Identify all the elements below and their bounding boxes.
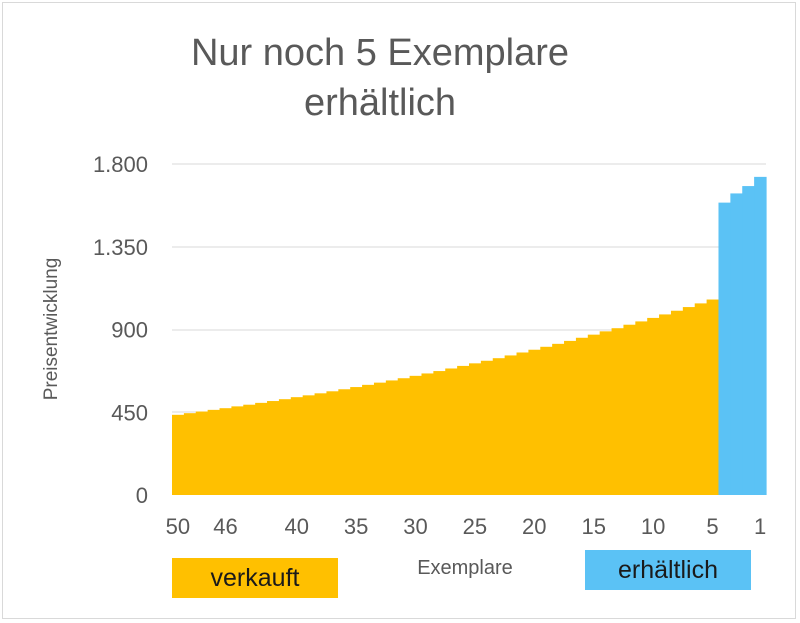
bar-verkauft-24 (480, 360, 494, 495)
bar-verkauft-30 (409, 375, 423, 495)
bar-verkauft-10 (647, 317, 660, 495)
bar-verkauft-49 (183, 413, 197, 495)
y-tick-label: 1.350 (93, 235, 148, 260)
legend-erhaeltlich-label: erhältlich (617, 555, 719, 584)
bar-verkauft-42 (267, 401, 280, 495)
legend-verkauft-label: verkauft (210, 563, 300, 592)
bar-verkauft-44 (243, 404, 256, 495)
bar-verkauft-50 (172, 414, 185, 495)
bar-verkauft-9 (659, 314, 672, 495)
bar-verkauft-34 (362, 384, 375, 495)
bar-verkauft-45 (231, 406, 244, 495)
x-tick-labels: 50 46 40 35 30 25 20 15 10 5 1 (166, 514, 767, 539)
bar-verkauft-18 (552, 343, 565, 495)
bar-verkauft-23 (492, 358, 506, 495)
x-tick-label: 50 (166, 514, 190, 539)
bar-verkauft-11 (635, 321, 648, 495)
bar-verkauft-22 (504, 355, 518, 495)
bar-verkauft-31 (397, 378, 411, 495)
bar-verkauft-7 (682, 307, 696, 495)
bar-verkauft-6 (694, 303, 708, 495)
bar-erhaeltlich-3 (730, 193, 743, 496)
bar-group (172, 176, 767, 496)
y-tick-label: 450 (111, 400, 148, 425)
chart-title-line-2: erhältlich (303, 82, 457, 124)
bar-erhaeltlich-4 (718, 202, 731, 495)
x-tick-label: 20 (522, 514, 546, 539)
x-tick-label: 10 (641, 514, 665, 539)
bar-verkauft-20 (528, 349, 541, 495)
bar-verkauft-41 (278, 399, 292, 495)
bar-verkauft-40 (290, 397, 304, 495)
bar-erhaeltlich-1 (754, 176, 767, 495)
bar-verkauft-21 (516, 352, 529, 495)
bar-verkauft-38 (314, 393, 328, 495)
bar-verkauft-32 (385, 380, 399, 495)
y-tick-labels: 0 450 900 1.350 1.800 (93, 152, 148, 508)
y-tick-label: 1.800 (93, 152, 148, 177)
bar-verkauft-12 (623, 324, 636, 495)
x-tick-label: 46 (213, 514, 237, 539)
bar-verkauft-15 (587, 334, 601, 495)
x-tick-label: 1 (754, 514, 766, 539)
bar-verkauft-48 (195, 411, 209, 495)
y-tick-label: 900 (111, 318, 148, 343)
x-tick-label: 40 (284, 514, 308, 539)
chart-title-line-1: Nur noch 5 Exemplare (190, 32, 570, 74)
bar-verkauft-5 (706, 299, 720, 495)
y-tick-label: 0 (136, 483, 148, 508)
x-tick-label: 5 (706, 514, 718, 539)
bar-verkauft-28 (433, 371, 446, 495)
bar-verkauft-14 (599, 331, 613, 495)
bar-verkauft-25 (469, 363, 482, 495)
x-axis-label: Exemplare (417, 557, 513, 579)
x-tick-label: 15 (581, 514, 605, 539)
bar-verkauft-17 (564, 340, 577, 495)
legend-verkauft: verkauft (172, 558, 338, 598)
bar-verkauft-43 (255, 402, 268, 495)
bar-verkauft-16 (575, 337, 589, 495)
bar-verkauft-33 (373, 382, 387, 495)
bar-verkauft-19 (540, 346, 553, 495)
x-tick-label: 30 (403, 514, 427, 539)
bar-verkauft-39 (302, 395, 316, 495)
bar-verkauft-26 (457, 365, 470, 495)
bar-verkauft-13 (611, 328, 625, 495)
legend-erhaeltlich: erhältlich (585, 550, 751, 590)
bar-verkauft-29 (421, 373, 434, 495)
x-tick-label: 35 (344, 514, 368, 539)
bar-verkauft-46 (219, 408, 232, 495)
bar-verkauft-36 (338, 389, 351, 495)
bar-verkauft-27 (445, 368, 458, 495)
bar-erhaeltlich-2 (742, 186, 755, 495)
chart-title: Nur noch 5 Exemplare erhältlich (110, 28, 650, 128)
bar-verkauft-47 (207, 409, 221, 495)
bar-verkauft-35 (350, 387, 363, 495)
bar-verkauft-8 (670, 310, 684, 495)
bar-verkauft-37 (326, 391, 339, 495)
x-tick-label: 25 (463, 514, 487, 539)
